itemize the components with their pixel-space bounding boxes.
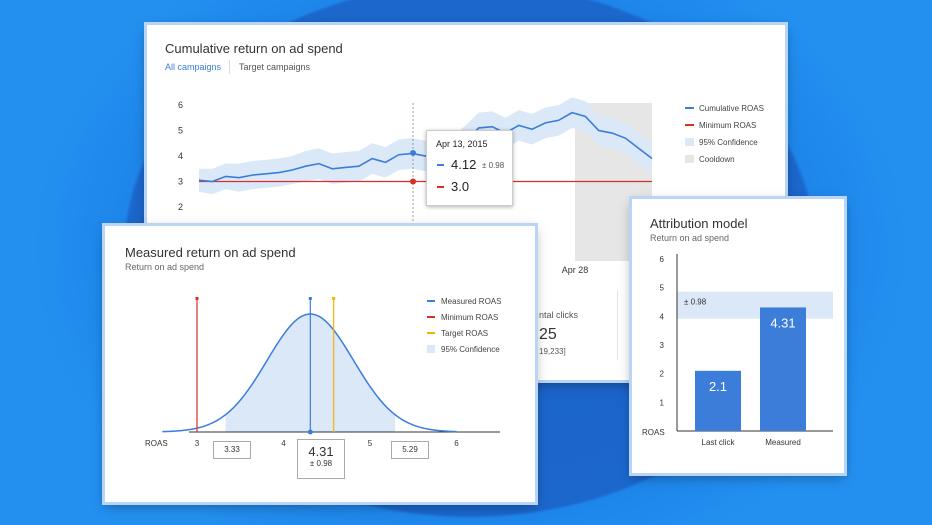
bar-value-label: 2.1 — [709, 379, 727, 394]
x-axis-label: ROAS — [145, 439, 168, 448]
hover-point-roas — [410, 149, 416, 156]
tab-target-campaigns[interactable]: Target campaigns — [239, 62, 311, 72]
cumulative-roas-chart: 6 5 4 3 2 Apr 28 Cumulative ROAS Minimum ROAS 95… — [178, 97, 764, 275]
legend-label: Measured ROAS — [441, 297, 501, 306]
ci-band-label: ± 0.98 — [684, 298, 707, 307]
hover-point-min — [410, 178, 416, 185]
legend-label: Minimum ROAS — [441, 313, 498, 322]
x-tick-label: Apr 28 — [562, 265, 589, 275]
bar — [695, 370, 741, 431]
x-tick-label: Measured — [765, 438, 801, 447]
legend-label: Cumulative ROAS — [699, 104, 764, 113]
y-tick-label: 6 — [178, 100, 183, 110]
legend-swatch — [685, 107, 694, 109]
measured-roas-dot — [307, 429, 313, 435]
card-title: Attribution model — [650, 216, 748, 231]
ci-band — [677, 291, 833, 319]
x-tick-label: 6 — [454, 439, 459, 448]
tab-all-campaigns[interactable]: All campaigns — [165, 62, 222, 72]
marker-ci: ± 0.98 — [309, 459, 333, 468]
legend-swatch — [685, 138, 694, 146]
y-tick-label: 2 — [660, 370, 665, 379]
tooltip-roas-swatch — [437, 164, 444, 166]
tooltip-roas-ci: ± 0.98 — [482, 161, 505, 170]
card-title: Cumulative return on ad spend — [165, 41, 343, 56]
legend-label: Target ROAS — [441, 329, 488, 338]
card-subtitle: Return on ad spend — [650, 233, 730, 243]
legend-swatch — [685, 155, 694, 163]
bar — [760, 307, 806, 431]
ci-high-label: 5.29 — [391, 441, 429, 459]
legend-swatch — [427, 332, 435, 334]
tooltip-min-value: 3.0 — [451, 179, 470, 194]
y-tick-label: 4 — [660, 312, 665, 321]
legend-swatch — [427, 300, 435, 302]
measured-roas-line-cap — [308, 297, 312, 300]
legend-swatch — [427, 316, 435, 318]
legend-label: 95% Confidence — [699, 138, 758, 147]
measured-roas-chart: ROAS 3 4 5 6 Measured ROAS Minimum ROAS Target … — [145, 297, 501, 448]
y-tick-label: 5 — [178, 126, 183, 136]
cumulative-roas-line — [198, 111, 653, 183]
y-axis-label: ROAS — [642, 428, 665, 437]
distribution-curve — [162, 313, 457, 433]
legend-label: 95% Confidence — [441, 345, 500, 354]
legend-label: Minimum ROAS — [699, 121, 756, 130]
y-tick-label: 3 — [178, 177, 183, 187]
bar-value-label: 4.31 — [770, 315, 795, 330]
tooltip-roas-value: 4.12 — [451, 157, 477, 172]
card-title: Measured return on ad spend — [125, 245, 296, 260]
x-tick-label: 4 — [281, 439, 286, 448]
legend-swatch — [427, 345, 435, 353]
measured-marker-label: 4.31 ± 0.98 — [297, 439, 345, 479]
y-tick-label: 4 — [178, 151, 183, 161]
hover-tooltip: Apr 13, 2015 4.12 ± 0.98 3.0 — [426, 130, 513, 206]
y-tick-label: 2 — [178, 202, 183, 212]
tab-divider — [229, 60, 230, 74]
summary-peek-label: ntal clicks — [539, 310, 579, 320]
y-tick-label: 3 — [660, 341, 665, 350]
confidence-band — [199, 97, 652, 195]
x-tick-label: Last click — [702, 438, 736, 447]
minimum-roas-line-cap — [195, 297, 199, 300]
legend-label: Cooldown — [699, 155, 735, 164]
y-tick-label: 5 — [660, 284, 665, 293]
ci-low-label: 3.33 — [213, 441, 251, 459]
attribution-model-card: Attribution model Return on ad spend ± 0… — [632, 199, 844, 473]
tooltip-date: Apr 13, 2015 — [436, 139, 488, 149]
target-roas-line-cap — [332, 297, 336, 300]
x-tick-label: 5 — [368, 439, 373, 448]
y-tick-label: 1 — [660, 398, 665, 407]
legend-swatch — [685, 124, 694, 126]
marker-value: 4.31 — [308, 444, 334, 459]
measured-roas-card: Measured return on ad spend Return on ad… — [105, 226, 535, 502]
summary-divider — [617, 290, 618, 360]
summary-peek-bracket: 19,233] — [539, 347, 566, 356]
y-tick-label: 6 — [660, 255, 665, 264]
x-tick-label: 3 — [195, 439, 200, 448]
attribution-bar-chart: ± 0.98 6 5 4 3 2 1 ROAS 2.1 Last click 4.31 Measure… — [642, 254, 833, 447]
summary-peek-value: 25 — [539, 326, 557, 343]
tooltip-min-swatch — [437, 186, 444, 188]
card-subtitle: Return on ad spend — [125, 262, 205, 272]
